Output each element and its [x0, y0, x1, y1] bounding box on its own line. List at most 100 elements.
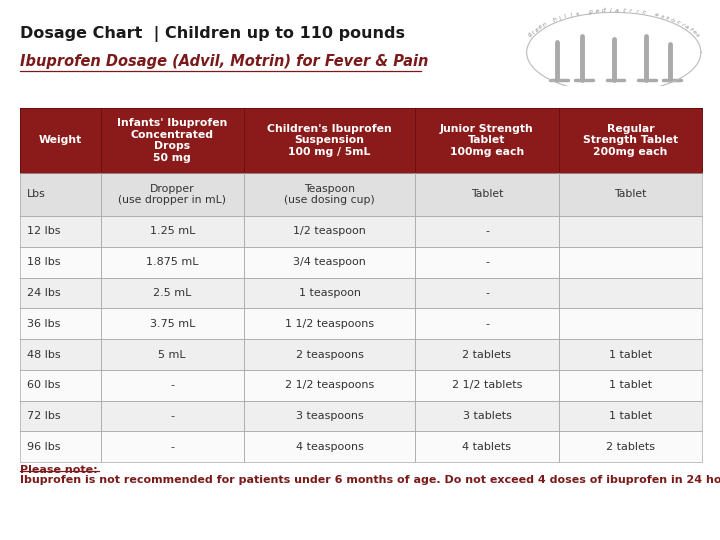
Point [408, 346, 416, 353]
Point [630, 275, 639, 282]
Point [275, 252, 284, 258]
Point [163, 394, 172, 400]
Text: Tablet: Tablet [614, 190, 647, 199]
Point [518, 275, 527, 282]
FancyBboxPatch shape [415, 247, 559, 278]
Text: 1 tablet: 1 tablet [608, 411, 652, 421]
Point [518, 417, 527, 424]
Point [275, 346, 284, 353]
Text: g: g [528, 32, 534, 37]
Point [163, 323, 172, 329]
Point [163, 275, 172, 282]
Text: Junior Strength
Tablet
100mg each: Junior Strength Tablet 100mg each [440, 124, 534, 157]
Point [408, 417, 416, 424]
Point [518, 299, 527, 306]
Point [630, 299, 639, 306]
FancyBboxPatch shape [559, 401, 702, 431]
Point [408, 394, 416, 400]
Point [163, 299, 172, 306]
Point [518, 275, 527, 282]
Text: Weight: Weight [39, 136, 82, 145]
Text: 1.25 mL: 1.25 mL [150, 226, 195, 237]
Point [408, 417, 416, 424]
Point [518, 194, 527, 201]
Point [163, 299, 172, 306]
Text: 12 lbs: 12 lbs [27, 226, 61, 237]
FancyBboxPatch shape [20, 216, 101, 247]
Point [518, 194, 527, 201]
Point [408, 194, 416, 201]
Point [102, 194, 110, 201]
Text: 60 lbs: 60 lbs [27, 380, 60, 390]
Point [630, 228, 639, 234]
Point [275, 394, 284, 400]
Point [518, 370, 527, 376]
Point [163, 252, 172, 258]
Point [275, 299, 284, 306]
Point [163, 228, 172, 234]
Point [275, 299, 284, 306]
Point [408, 252, 416, 258]
Text: 2 teaspoons: 2 teaspoons [296, 349, 364, 360]
Point [163, 346, 172, 353]
Point [408, 299, 416, 306]
Point [630, 252, 639, 258]
Point [408, 228, 416, 234]
Text: i: i [680, 22, 685, 26]
Point [408, 346, 416, 353]
Point [518, 394, 527, 400]
Text: Tablet: Tablet [471, 190, 503, 199]
Point [275, 252, 284, 258]
Point [102, 228, 110, 234]
Point [518, 299, 527, 306]
Point [275, 370, 284, 376]
Point [518, 299, 527, 306]
Text: c: c [675, 19, 680, 25]
Point [518, 394, 527, 400]
Point [630, 370, 639, 376]
Text: -: - [170, 442, 174, 452]
Text: r: r [531, 30, 536, 34]
Point [102, 228, 110, 234]
Point [275, 417, 284, 424]
Point [163, 194, 172, 201]
Point [408, 370, 416, 376]
Point [408, 323, 416, 329]
Text: 3/4 teaspoon: 3/4 teaspoon [293, 257, 366, 267]
Point [275, 145, 284, 151]
Point [275, 275, 284, 282]
Text: 1 1/2 teaspoons: 1 1/2 teaspoons [285, 319, 374, 329]
Text: 1 tablet: 1 tablet [608, 380, 652, 390]
Point [518, 370, 527, 376]
Point [518, 323, 527, 329]
FancyBboxPatch shape [20, 278, 101, 308]
Point [408, 194, 416, 201]
Point [102, 194, 110, 201]
Point [408, 145, 416, 151]
Point [102, 370, 110, 376]
Text: s: s [575, 11, 580, 17]
Point [275, 252, 284, 258]
Point [102, 394, 110, 400]
Text: a: a [683, 24, 690, 30]
Point [408, 417, 416, 424]
Text: Lbs: Lbs [27, 190, 46, 199]
Point [163, 417, 172, 424]
Text: Dosage Chart  | Children up to 110 pounds: Dosage Chart | Children up to 110 pounds [20, 26, 405, 42]
Point [102, 194, 110, 201]
Point [163, 194, 172, 201]
Point [630, 299, 639, 306]
Point [275, 228, 284, 234]
Point [163, 394, 172, 400]
Point [630, 323, 639, 329]
Point [102, 370, 110, 376]
Point [275, 228, 284, 234]
Point [518, 299, 527, 306]
Point [163, 323, 172, 329]
Point [518, 275, 527, 282]
Point [408, 252, 416, 258]
FancyBboxPatch shape [415, 308, 559, 339]
Point [275, 252, 284, 258]
Point [408, 299, 416, 306]
Point [275, 323, 284, 329]
